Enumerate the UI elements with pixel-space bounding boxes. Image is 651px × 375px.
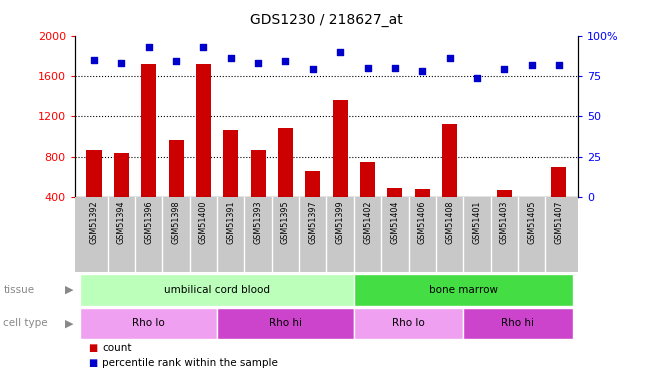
Text: GSM51404: GSM51404 [391, 201, 399, 244]
Text: GSM51393: GSM51393 [254, 201, 262, 244]
Text: GSM51399: GSM51399 [336, 201, 344, 244]
Bar [469, 197, 484, 202]
Text: GSM51397: GSM51397 [309, 201, 317, 244]
Text: GSM51406: GSM51406 [418, 201, 426, 244]
Point [253, 60, 263, 66]
Point [89, 57, 99, 63]
Bar [464, 308, 573, 339]
Point [335, 49, 346, 55]
Text: GSM51392: GSM51392 [89, 201, 98, 244]
Point [363, 65, 373, 71]
Text: GSM51396: GSM51396 [145, 201, 153, 244]
Bar [251, 150, 266, 197]
Text: GSM51391: GSM51391 [227, 201, 235, 244]
Text: cell type: cell type [3, 318, 48, 328]
Point [499, 66, 510, 72]
Bar [141, 64, 156, 197]
Text: umbilical cord blood: umbilical cord blood [164, 285, 270, 295]
Bar [87, 150, 102, 197]
Text: GDS1230 / 218627_at: GDS1230 / 218627_at [250, 13, 403, 27]
Point [417, 68, 428, 74]
Bar [360, 162, 375, 197]
Bar [278, 128, 293, 197]
Point [225, 55, 236, 61]
Bar [415, 189, 430, 197]
Point [554, 62, 564, 68]
Text: GSM51405: GSM51405 [527, 201, 536, 244]
Text: ■: ■ [88, 343, 97, 353]
Bar [217, 308, 354, 339]
Text: GSM51403: GSM51403 [500, 201, 508, 244]
Text: GSM51402: GSM51402 [363, 201, 372, 244]
Text: Rho hi: Rho hi [501, 318, 534, 328]
Text: Rho hi: Rho hi [269, 318, 302, 328]
Text: ▶: ▶ [65, 285, 74, 295]
Bar [551, 166, 566, 197]
Bar [114, 153, 129, 197]
Text: GSM51408: GSM51408 [445, 201, 454, 244]
Text: tissue: tissue [3, 285, 35, 295]
Point [280, 58, 290, 64]
Point [527, 62, 537, 68]
Bar [354, 308, 464, 339]
Text: GSM51398: GSM51398 [172, 201, 180, 244]
Point [390, 65, 400, 71]
Bar [442, 124, 457, 197]
Point [445, 55, 455, 61]
Bar [497, 190, 512, 197]
Text: GSM51407: GSM51407 [555, 201, 564, 244]
Text: count: count [102, 343, 132, 353]
Text: GSM51401: GSM51401 [473, 201, 481, 244]
Text: GSM51400: GSM51400 [199, 201, 208, 244]
Bar [524, 197, 539, 199]
Text: percentile rank within the sample: percentile rank within the sample [102, 358, 278, 368]
Text: Rho lo: Rho lo [392, 318, 425, 328]
Text: GSM51395: GSM51395 [281, 201, 290, 244]
Text: ▶: ▶ [65, 318, 74, 328]
Bar [354, 274, 573, 306]
Text: Rho lo: Rho lo [132, 318, 165, 328]
Bar [305, 171, 320, 197]
Bar [223, 130, 238, 197]
Bar [80, 274, 354, 306]
Point [116, 60, 126, 66]
Text: ■: ■ [88, 358, 97, 368]
Point [171, 58, 181, 64]
Point [307, 66, 318, 72]
Text: bone marrow: bone marrow [429, 285, 498, 295]
Bar [80, 308, 217, 339]
Point [198, 44, 208, 50]
Point [472, 75, 482, 81]
Bar [333, 100, 348, 197]
Text: GSM51394: GSM51394 [117, 201, 126, 244]
Bar [196, 64, 211, 197]
Bar [387, 188, 402, 197]
Bar [169, 141, 184, 197]
Point [143, 44, 154, 50]
